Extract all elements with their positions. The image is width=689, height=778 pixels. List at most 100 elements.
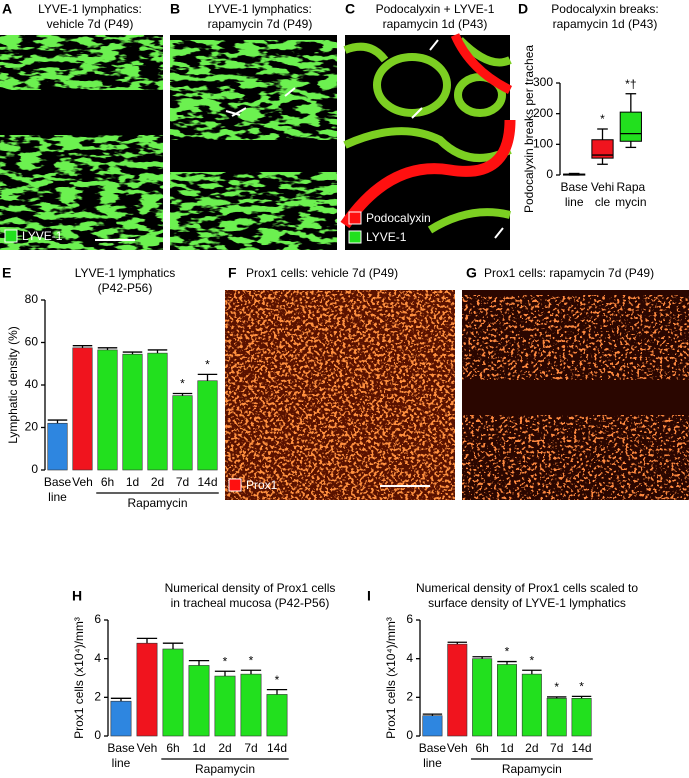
x-tick-label: 6h [475,741,488,755]
y-tick-label: 0 [31,462,38,476]
y-tick-label: 2 [94,690,101,704]
x-tick-label: 6h [166,741,179,755]
bar [162,648,184,737]
panel-title: LYVE-1 lymphatics: vehicle 7d (P49) [38,2,142,31]
lymphatic-outlines [343,37,512,234]
cell-texture [462,295,689,380]
chart-panel: H Numerical density of Prox1 cells in trac… [72,581,335,776]
y-tick-label: 200 [533,106,553,120]
chart-title: Numerical density of Prox1 cells scaled … [416,581,638,610]
panel-f: F Prox1 cells: vehicle 7d (P49) Prox1 [225,265,455,500]
bar [136,642,158,737]
group-label: Rapamycin [195,762,255,776]
y-tick-label: 60 [25,335,39,349]
lymphatic-texture [170,172,337,250]
lymphatic-texture [0,35,163,90]
box [619,111,642,142]
cell-texture [462,415,689,500]
x-tick-label: 1d [126,475,139,489]
legend-label: Prox1 [246,478,278,492]
bar [97,349,118,471]
x-tick-label: 14d [572,741,592,755]
bar [147,352,168,471]
x-tick-label: Base line [419,741,447,770]
panel-c: C Podocalyxin + LYVE-1 rapamycin 1d (P43)… [340,1,516,250]
legend-label: LYVE-1 [22,229,63,243]
lymphatic-texture [170,40,337,140]
panel-letter: C [345,1,355,17]
arrow [411,39,504,239]
bar [472,658,493,737]
blood-vessel [450,33,513,95]
bar [122,353,143,471]
significance-mark: * [530,653,535,667]
y-axis-label: Prox1 cells (x10⁴)/mm³ [384,617,398,739]
legend-swatch [228,478,242,492]
x-tick-label: 7d [244,741,257,755]
arrow [225,87,296,117]
legend-label: LYVE-1 [366,230,407,244]
panel-g: G Prox1 cells: rapamycin 7d (P49) [462,265,689,500]
x-tick-label: Veh [137,741,158,755]
lymphatic-texture [0,135,163,250]
chart-panel: E LYVE-1 lymphatics (P42-P56) Lymphatic den… [2,265,219,510]
bar [447,643,468,737]
bar [197,380,218,471]
y-axis-label: Lymphatic density (%) [6,326,20,444]
legend-swatch [348,211,362,225]
x-tick-label: 14d [197,475,217,489]
x-tick-label: 2d [525,741,538,755]
significance-mark: * [275,673,280,687]
bar [214,675,236,737]
panel-letter: B [170,1,180,17]
y-tick-label: 100 [533,137,553,151]
x-tick-label: 2d [218,741,231,755]
significance-mark: * [505,645,510,659]
y-tick-label: 6 [406,612,413,626]
x-tick-label: 7d [176,475,189,489]
significance-mark: * [554,680,559,694]
bar [172,395,193,471]
panel-a: A LYVE-1 lymphatics: vehicle 7d (P49) LYV… [0,1,163,250]
y-tick-label: 0 [546,167,553,181]
bar [47,422,68,471]
significance-mark: * [579,680,584,694]
significance-mark: * [180,377,185,391]
bar [571,697,592,737]
chart-title: Podocalyxin breaks: rapamycin 1d (P43) [551,2,658,31]
group-label: Rapamycin [127,496,187,510]
x-tick-label: Base line [107,741,135,770]
chart-title: Numerical density of Prox1 cells in trach… [165,581,336,610]
y-tick-label: 4 [406,651,413,665]
y-tick-label: 6 [94,612,101,626]
legend-label: Podocalyxin [366,211,431,225]
y-tick-label: 80 [25,292,39,306]
y-tick-label: 0 [406,728,413,742]
chart-title: LYVE-1 lymphatics (P42-P56) [75,266,175,295]
panel-letter: E [2,265,11,281]
significance-mark: * [205,358,210,372]
x-tick-label: Veh [447,741,468,755]
panel-title: Prox1 cells: vehicle 7d (P49) [246,266,398,280]
panel-title: LYVE-1 lymphatics: rapamycin 7d (P49) [208,2,313,31]
x-tick-label: Base line [560,180,588,209]
blood-vessel [340,119,516,229]
chart-panel: I Numerical density of Prox1 cells scaled… [367,581,638,776]
bar [240,673,262,737]
bar [72,347,93,471]
x-tick-label: 1d [192,741,205,755]
panel-title: Prox1 cells: rapamycin 7d (P49) [484,266,654,280]
x-tick-label: Veh [72,475,93,489]
bar [546,697,567,737]
y-axis-label: Prox1 cells (x10⁴)/mm³ [72,617,86,739]
y-axis-label: Podocalyxin breaks per trachea [522,45,536,213]
y-tick-label: 20 [25,420,39,434]
legend-swatch [4,229,18,243]
y-tick-label: 4 [94,651,101,665]
significance-mark: * [600,112,605,126]
box [591,139,614,159]
panel-title: Podocalyxin + LYVE-1 rapamycin 1d (P43) [376,2,495,31]
significance-mark: * [223,654,228,668]
significance-mark: *† [625,77,636,91]
